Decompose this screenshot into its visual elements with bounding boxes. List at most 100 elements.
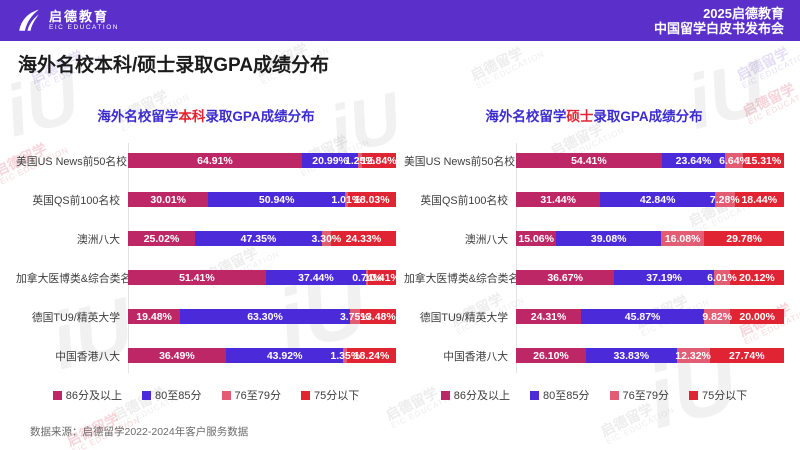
chart-row: 加拿大医博类&综合类名校 36.67% 37.19% 6.01% 20.12% [404, 258, 784, 297]
bar-segment: 1.25% [345, 153, 375, 168]
segment-value-label: 37.44% [298, 271, 334, 284]
chart-panel-bachelor: 海外名校留学本科录取GPA成绩分布 美国US News前50名校 64.91% 20… [12, 105, 400, 403]
bar-segment: 37.44% [265, 270, 367, 285]
segment-value-label: 20.00% [739, 310, 775, 323]
stacked-bar: 24.31% 45.87% 9.82% 20.00% [516, 309, 784, 324]
legend-swatch [142, 390, 152, 400]
chart-row: 英国QS前100名校 31.44% 42.84% 7.28% 18.44% [404, 180, 784, 219]
segment-value-label: 29.78% [726, 232, 762, 245]
segment-value-label: 12.32% [675, 349, 711, 362]
header-event-title: 2025启德教育 中国留学白皮书发布会 [654, 6, 784, 36]
category-label: 英国QS前100名校 [420, 194, 508, 207]
charts-container: 海外名校留学本科录取GPA成绩分布 美国US News前50名校 64.91% 20… [0, 105, 800, 403]
bar-segment: 54.41% [516, 153, 662, 168]
segment-value-label: 42.84% [639, 193, 676, 206]
category-label: 澳洲八大 [464, 233, 508, 246]
logo-subtitle: EIC EDUCATION [49, 23, 119, 31]
category-label: 加拿大医博类&综合类名校 [404, 272, 530, 285]
category-label: 英国QS前100名校 [32, 194, 120, 207]
bar-segment: 18.44% [734, 192, 784, 207]
bar-segment: 19.48% [128, 309, 181, 324]
segment-value-label: 39.08% [590, 232, 627, 245]
stacked-bar: 51.41% 37.44% 0.74% 10.41% [128, 270, 400, 285]
chart-panel-master: 海外名校留学硕士录取GPA成绩分布 美国US News前50名校 54.41% 23… [400, 105, 788, 403]
bar-segment: 43.92% [225, 348, 344, 363]
legend-swatch [300, 390, 310, 400]
legend-swatch [221, 390, 231, 400]
bar-segment: 31.44% [516, 192, 601, 207]
legend-label: 86分及以上 [453, 390, 511, 402]
segment-value-label: 19.48% [136, 310, 172, 323]
segment-value-label: 7.28% [709, 193, 740, 206]
bar-segment: 20.00% [730, 309, 784, 324]
legend-item: 75分以下 [300, 387, 359, 403]
bar-segment: 64.91% [128, 153, 302, 168]
bar-segment: 6.01% [707, 270, 737, 285]
bar-segment: 25.02% [128, 231, 196, 246]
segment-value-label: 33.83% [613, 349, 650, 362]
bar-segment: 27.74% [709, 348, 784, 363]
bar-segment: 50.94% [208, 192, 345, 207]
bar-segment: 47.35% [195, 231, 322, 246]
chart-title-master: 海外名校留学硕士录取GPA成绩分布 [404, 105, 784, 125]
legend-item: 75分以下 [688, 387, 747, 403]
category-label: 美国US News前50名校 [16, 155, 127, 168]
logo-title: 启德教育 [49, 8, 110, 24]
segment-value-label: 26.10% [533, 349, 569, 362]
legend-swatch [440, 390, 450, 400]
bar-segment: 36.49% [128, 348, 226, 363]
bar-segment: 36.67% [516, 270, 615, 285]
segment-value-label: 27.74% [728, 349, 765, 362]
legend-item: 86分及以上 [440, 387, 511, 403]
legend-label: 76至79分 [622, 390, 669, 402]
stacked-bar: 15.06% 39.08% 16.08% 29.78% [516, 231, 784, 246]
bar-rows: 美国US News前50名校 54.41% 23.64% 6.64% 15.31% 英国Q… [404, 141, 784, 375]
segment-value-label: 9.82% [702, 310, 733, 323]
stacked-bar: 19.48% 63.30% 3.75% 13.48% [128, 309, 396, 324]
bar-segment: 1.01% [331, 192, 361, 207]
bar-segment: 18.24% [347, 348, 396, 363]
page-title: 海外名校本科/硕士录取GPA成绩分布 [18, 55, 330, 76]
segment-value-label: 1.35% [330, 349, 361, 362]
eic-leaf-logo-icon [19, 9, 39, 31]
segment-value-label: 18.44% [741, 193, 778, 206]
bar-segment: 0.74% [352, 270, 382, 285]
bar-segment: 24.33% [330, 231, 396, 246]
bar-segment: 42.84% [600, 192, 716, 207]
stacked-bar: 54.41% 23.64% 6.64% 15.31% [516, 153, 784, 168]
chart-title-highlight: 本科 [178, 109, 206, 124]
bar-segment: 3.30% [311, 231, 341, 246]
segment-value-label: 23.64% [675, 154, 712, 167]
segment-value-label: 18.24% [353, 349, 390, 362]
bar-segment: 15.06% [516, 231, 557, 246]
segment-value-label: 50.94% [258, 193, 295, 206]
segment-value-label: 51.41% [179, 271, 215, 284]
bar-segment: 30.01% [128, 192, 209, 207]
segment-value-label: 36.49% [159, 349, 195, 362]
stacked-bar: 25.02% 47.35% 3.30% 24.33% [128, 231, 396, 246]
bar-rows: 美国US News前50名校 64.91% 20.99% 1.25% 12.84% 英国Q… [16, 141, 400, 375]
chart-row: 美国US News前50名校 64.91% 20.99% 1.25% 12.84% [16, 141, 397, 180]
stacked-bar: 36.49% 43.92% 1.35% 18.24% [128, 348, 396, 363]
segment-value-label: 45.87% [624, 310, 661, 323]
segment-value-label: 18.03% [353, 193, 390, 206]
segment-value-label: 20.12% [739, 271, 775, 284]
segment-value-label: 6.64% [719, 154, 749, 167]
stacked-bar: 30.01% 50.94% 1.01% 18.03% [128, 192, 396, 207]
segment-value-label: 13.48% [360, 310, 396, 323]
legend-swatch [609, 390, 619, 400]
bar-segment: 24.31% [516, 309, 582, 324]
logo-text: 启德教育 EIC EDUCATION [49, 8, 119, 32]
segment-value-label: 3.30% [311, 232, 342, 245]
legend-swatch [52, 390, 62, 400]
segment-value-label: 43.92% [266, 349, 303, 362]
legend-item: 86分及以上 [52, 387, 122, 403]
stacked-bar: 36.67% 37.19% 6.01% 20.12% [516, 270, 784, 285]
segment-value-label: 15.31% [745, 154, 782, 167]
chart-title-bachelor: 海外名校留学本科录取GPA成绩分布 [16, 105, 396, 125]
chart-row: 德国TU9/精英大学 24.31% 45.87% 9.82% 20.00% [404, 297, 784, 336]
chart-title-highlight: 硕士 [566, 109, 594, 124]
bar-segment: 23.64% [661, 153, 726, 168]
bar-segment: 6.64% [719, 153, 749, 168]
